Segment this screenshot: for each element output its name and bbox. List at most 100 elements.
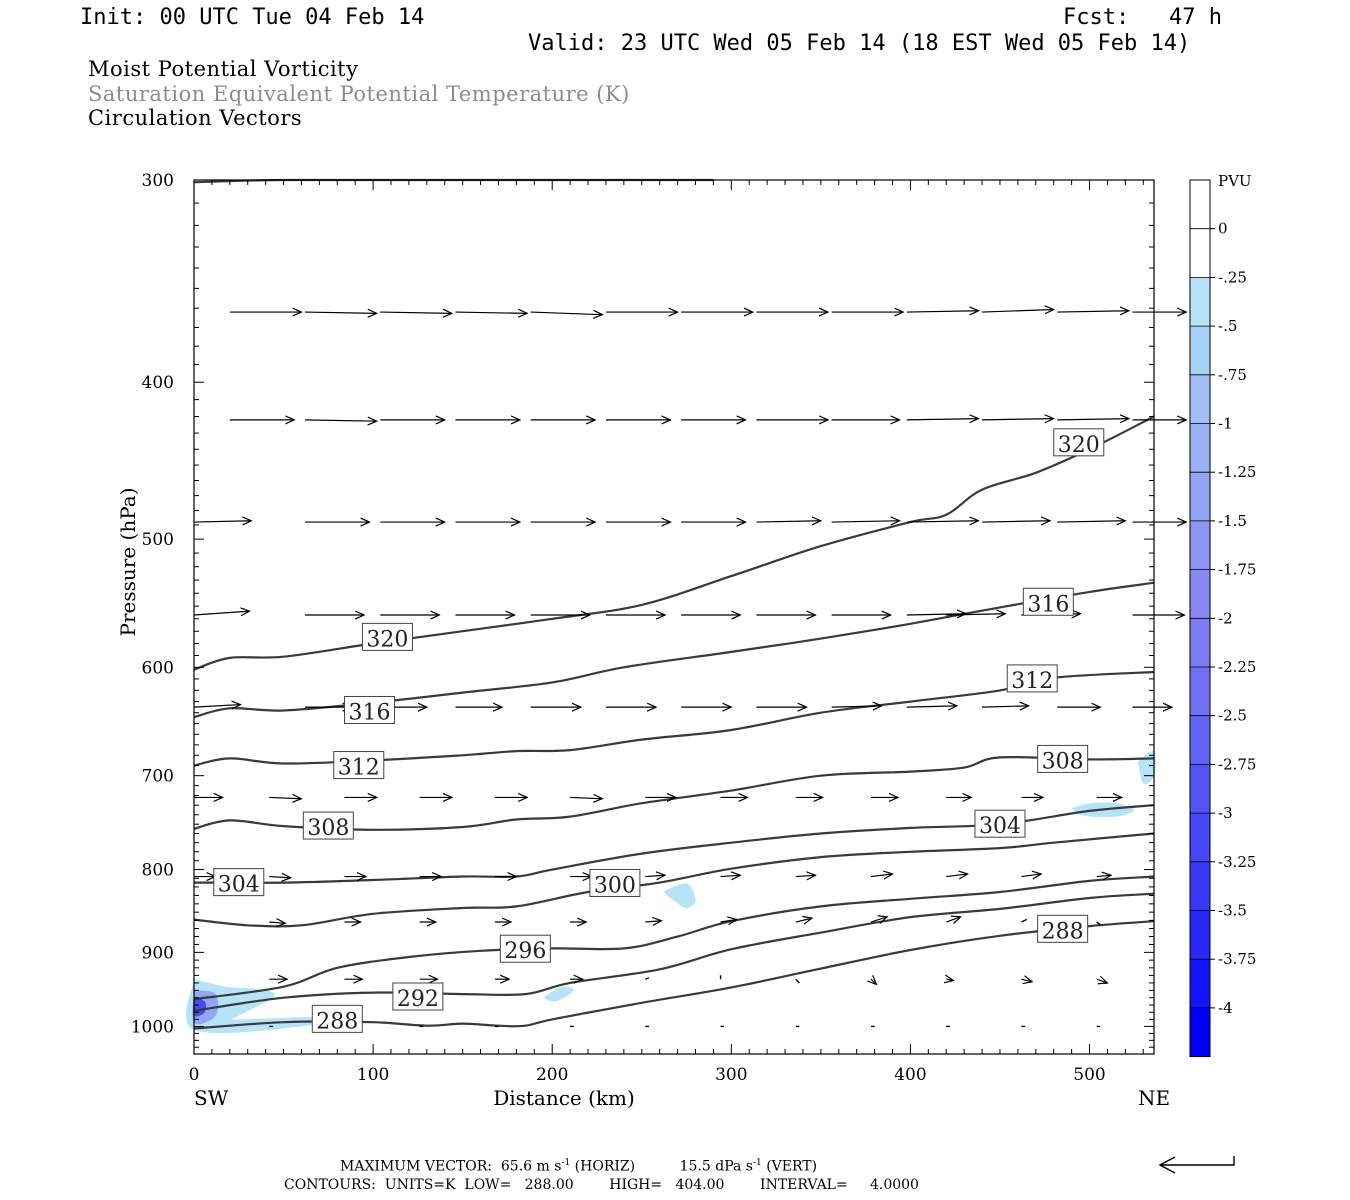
contour-label-296: 296	[499, 934, 551, 964]
reference-arrow-head	[1158, 1156, 1176, 1174]
vector-arrow	[982, 309, 1054, 312]
contour-label-box	[1006, 664, 1058, 693]
vector-arrow	[645, 875, 665, 876]
pv-region	[1137, 750, 1156, 785]
vector-arrow	[1021, 979, 1032, 982]
colorbar-swatch	[1190, 715, 1210, 765]
contour-label-320: 320	[1053, 428, 1105, 458]
contour-line-300	[193, 832, 1155, 928]
y-tick-label: 700	[142, 767, 174, 787]
contour-label-316: 316	[1022, 587, 1074, 617]
pv-region	[663, 883, 696, 909]
contour-label-box	[344, 695, 396, 724]
exp-vert: -1	[752, 1158, 762, 1168]
vector-arrow	[946, 874, 967, 877]
plot-frame	[193, 179, 1155, 1055]
vector-arrow	[795, 978, 800, 984]
colorbar-swatch	[1190, 423, 1210, 473]
vector-arrow	[756, 521, 820, 522]
vector-arrow	[795, 918, 812, 922]
vector-arrow	[1021, 874, 1041, 877]
x-tick-label: 0	[189, 1065, 200, 1085]
contour-label-text: 304	[218, 873, 260, 898]
vector-arrow	[193, 521, 251, 522]
contour-label-box	[1022, 587, 1074, 616]
x-tick-label: 400	[894, 1065, 926, 1085]
vector-arrow	[831, 706, 882, 707]
contour-label-text: 316	[349, 700, 391, 725]
vector-arrow	[720, 919, 737, 922]
max-vector-horiz: 65.6 m s	[500, 1158, 562, 1175]
max-vector-vert: 15.5 dPa s	[679, 1158, 753, 1175]
contour-label-box	[392, 982, 444, 1011]
y-tick-label: 600	[142, 658, 174, 678]
contour-line-316	[193, 581, 1155, 719]
vector-arrow	[946, 979, 953, 980]
vector-arrow	[1057, 419, 1129, 420]
contour-label-text: 312	[1011, 669, 1053, 694]
horiz-tag: (HORIZ)	[574, 1158, 636, 1175]
x-tick-label: 500	[1073, 1065, 1105, 1085]
vector-arrow	[455, 312, 527, 313]
contour-label-box	[311, 1004, 363, 1033]
contour-label-box	[1037, 914, 1089, 943]
contour-line-320	[193, 415, 1155, 671]
contour-label-308: 308	[1037, 744, 1089, 774]
colorbar-swatch	[1190, 326, 1210, 375]
colorbar-label: -1.75	[1218, 561, 1256, 579]
y-tick-label: 900	[142, 943, 174, 963]
vector-arrow	[1096, 875, 1111, 876]
colorbar-label: -3	[1218, 804, 1233, 822]
vector-arrow	[193, 705, 241, 708]
max-vector-text: MAXIMUM VECTOR: 65.6 m s-1 (HORIZ) 15.5 …	[340, 1159, 817, 1174]
colorbar-swatch	[1190, 667, 1210, 716]
pv-colorbar: PVU 0 -.25 -.5 -.75 -1 -1.25 -1.5 -1.75 -2 -2.25 -2…	[1189, 172, 1256, 1058]
colorbar-swatch	[1190, 228, 1210, 278]
vector-arrow	[530, 312, 603, 315]
colorbar-swatch	[1190, 959, 1210, 1008]
colorbar-label: -3.75	[1218, 950, 1256, 968]
colorbar-swatch	[1190, 569, 1210, 619]
colorbar-label: -3.25	[1218, 853, 1256, 871]
colorbar-label: -1.5	[1218, 512, 1247, 530]
vector-arrow	[982, 521, 1050, 522]
vector-arrow	[1057, 521, 1125, 522]
vector-arrow	[831, 521, 900, 522]
contour-label-box	[974, 809, 1026, 838]
vector-arrow	[870, 874, 892, 877]
vector-arrow	[645, 977, 650, 980]
contour-line-292	[193, 892, 1155, 1012]
contour-label-box	[589, 868, 641, 897]
colorbar-swatch	[1190, 520, 1210, 570]
colorbar-label: -3.5	[1218, 902, 1247, 920]
title-theta: Saturation Equivalent Potential Temperat…	[88, 82, 630, 106]
contour-label-box	[1053, 428, 1105, 457]
vector-arrow	[906, 614, 966, 615]
contour-label-box	[361, 622, 413, 651]
vector-arrow	[946, 614, 1005, 615]
contour-label-288: 288	[311, 1004, 363, 1034]
colorbar-label: -.5	[1218, 317, 1237, 335]
contour-label-text: 296	[504, 939, 546, 964]
vector-arrow	[1021, 918, 1028, 923]
vector-arrow	[570, 797, 602, 798]
colorbar-swatch	[1190, 910, 1210, 960]
contour-label-316: 316	[344, 695, 396, 725]
vector-arrow	[645, 921, 661, 922]
vector-arrow	[720, 875, 741, 876]
colorbar-swatch	[1190, 277, 1210, 327]
vector-arrow	[870, 917, 887, 922]
contour-label-304: 304	[213, 868, 265, 898]
contour-label-304: 304	[974, 809, 1026, 839]
vector-arrow	[305, 420, 377, 421]
contour-label-text: 300	[594, 873, 636, 898]
colorbar-label: -2	[1218, 609, 1233, 627]
colorbar-swatch	[1190, 764, 1210, 814]
colorbar-title: PVU	[1218, 172, 1252, 190]
colorbar-label: -.25	[1218, 268, 1247, 286]
colorbar-label: -2.25	[1218, 658, 1256, 676]
contour-label-box	[333, 751, 385, 780]
y-tick-label: 400	[142, 373, 174, 393]
pv-region	[543, 986, 574, 1002]
